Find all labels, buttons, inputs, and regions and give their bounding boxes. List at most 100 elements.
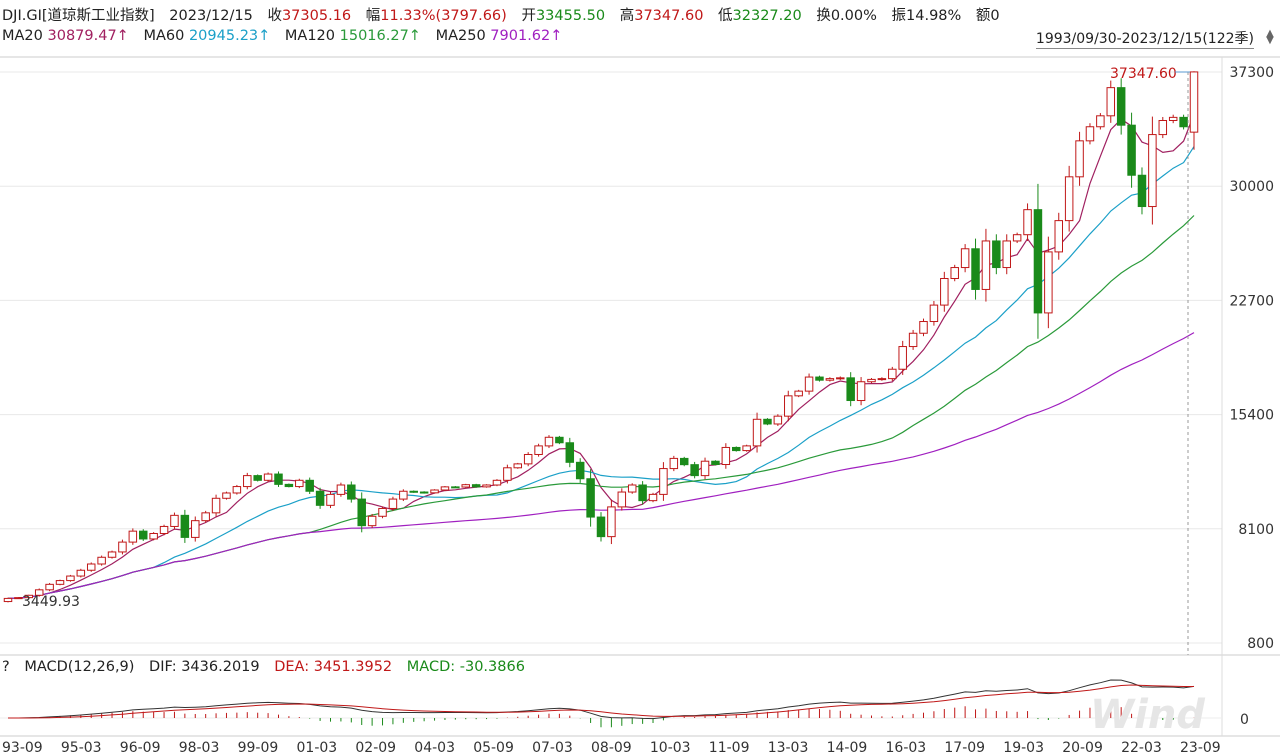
candle: [451, 486, 460, 489]
scroll-arrows-icon[interactable]: ▲ ▼: [1266, 28, 1274, 46]
price-grid: [0, 56, 1280, 737]
candle: [14, 597, 23, 600]
y-tick-label: 15400: [1229, 408, 1274, 424]
candle: [471, 483, 481, 488]
y-tick-label: 800: [1247, 636, 1274, 652]
candle: [1096, 113, 1105, 130]
candle: [1116, 78, 1126, 135]
candle: [544, 435, 554, 449]
x-tick-label: 13-03: [768, 740, 809, 756]
candle: [1148, 116, 1157, 225]
min-price-label: 3449.93: [22, 594, 80, 610]
close-label: 收: [267, 8, 282, 24]
candle: [3, 597, 13, 603]
ma60-value: 20945.23↑: [188, 28, 271, 44]
candle: [1127, 112, 1136, 188]
candle: [503, 464, 512, 484]
dea-label: DEA:: [274, 659, 310, 675]
candle: [274, 471, 283, 487]
candle: [243, 472, 252, 490]
time-axis: 93-09 95-03 96-09 98-03 99-09 01-03 02-09 04-03…: [2, 740, 1221, 756]
y-tick-label: 22700: [1229, 293, 1274, 309]
candle: [607, 499, 616, 545]
candle: [1137, 167, 1147, 215]
candle: [1189, 71, 1199, 150]
ma120-label: MA120: [284, 28, 336, 44]
watermark: Wind: [1090, 692, 1205, 738]
ma-legend: MA20 30879.47↑ MA60 20945.23↑ MA120 1501…: [2, 28, 562, 44]
candle: [1064, 165, 1074, 232]
candle: [45, 582, 54, 592]
candle: [139, 529, 148, 541]
candle: [201, 510, 210, 523]
candle: [846, 372, 855, 407]
quote-header: DJI.GI[道琼斯工业指数] 2023/12/15 收37305.16 幅11…: [2, 4, 1000, 25]
candle: [565, 437, 575, 468]
amount-value: 0: [990, 8, 1000, 24]
candle: [950, 264, 959, 282]
x-tick-label: 14-09: [827, 740, 868, 756]
candle: [836, 376, 845, 381]
candle: [367, 513, 377, 529]
candle: [711, 460, 720, 466]
candle: [1085, 123, 1095, 145]
candle: [596, 512, 606, 542]
candle: [336, 482, 346, 497]
date-range-selector[interactable]: 1993/09/30-2023/12/15(122季): [1035, 28, 1254, 49]
candle: [1023, 203, 1032, 241]
amplitude-label: 振: [891, 8, 907, 24]
candle: [690, 461, 699, 479]
candle: [295, 478, 304, 489]
candle: [992, 234, 1001, 275]
help-icon[interactable]: ?: [2, 659, 10, 675]
max-price-label: 37347.60: [1110, 66, 1177, 82]
macd-title: MACD(12,26,9): [24, 659, 135, 675]
x-tick-label: 19-03: [1003, 740, 1044, 756]
ma120-value: 15016.27↑: [339, 28, 421, 44]
x-tick-label: 23-09: [1180, 740, 1221, 756]
candle: [1054, 212, 1063, 260]
dif-line: [8, 679, 1195, 720]
ma250-value: 7901.62↑: [490, 28, 563, 44]
candle: [617, 488, 627, 511]
candle: [815, 375, 824, 382]
candle: [180, 509, 190, 543]
ma250-label: MA250: [435, 28, 486, 44]
candle: [347, 481, 356, 503]
candle: [627, 483, 637, 494]
amount-label: 额: [975, 8, 991, 24]
candle: [107, 550, 117, 559]
x-tick-label: 01-03: [297, 740, 338, 756]
candle: [399, 489, 408, 502]
candle: [804, 373, 814, 395]
candle: [170, 512, 179, 530]
candle: [763, 418, 772, 426]
candle: [534, 443, 543, 457]
dif-label: DIF:: [149, 659, 177, 675]
candle: [430, 489, 439, 494]
x-tick-label: 08-09: [591, 740, 632, 756]
candle: [575, 458, 585, 483]
x-tick-label: 04-03: [414, 740, 455, 756]
candle: [1002, 234, 1011, 275]
candle: [856, 377, 866, 406]
candle: [128, 528, 138, 545]
ma60-line: [7, 146, 1195, 599]
candle: [492, 479, 502, 487]
y-tick-label: 30000: [1229, 179, 1274, 195]
x-tick-label: 95-03: [61, 740, 102, 756]
candles: [3, 71, 1199, 603]
candle: [284, 483, 294, 488]
x-tick-label: 17-09: [944, 740, 985, 756]
change-label: 幅: [365, 8, 381, 24]
candle: [1075, 131, 1084, 186]
candle: [159, 524, 169, 536]
candle: [191, 516, 200, 542]
dea-line: [8, 684, 1194, 719]
candle: [378, 506, 387, 519]
candle: [222, 491, 231, 500]
candle: [1033, 183, 1043, 339]
x-tick-label: 16-03: [886, 740, 927, 756]
candle: [648, 492, 658, 503]
